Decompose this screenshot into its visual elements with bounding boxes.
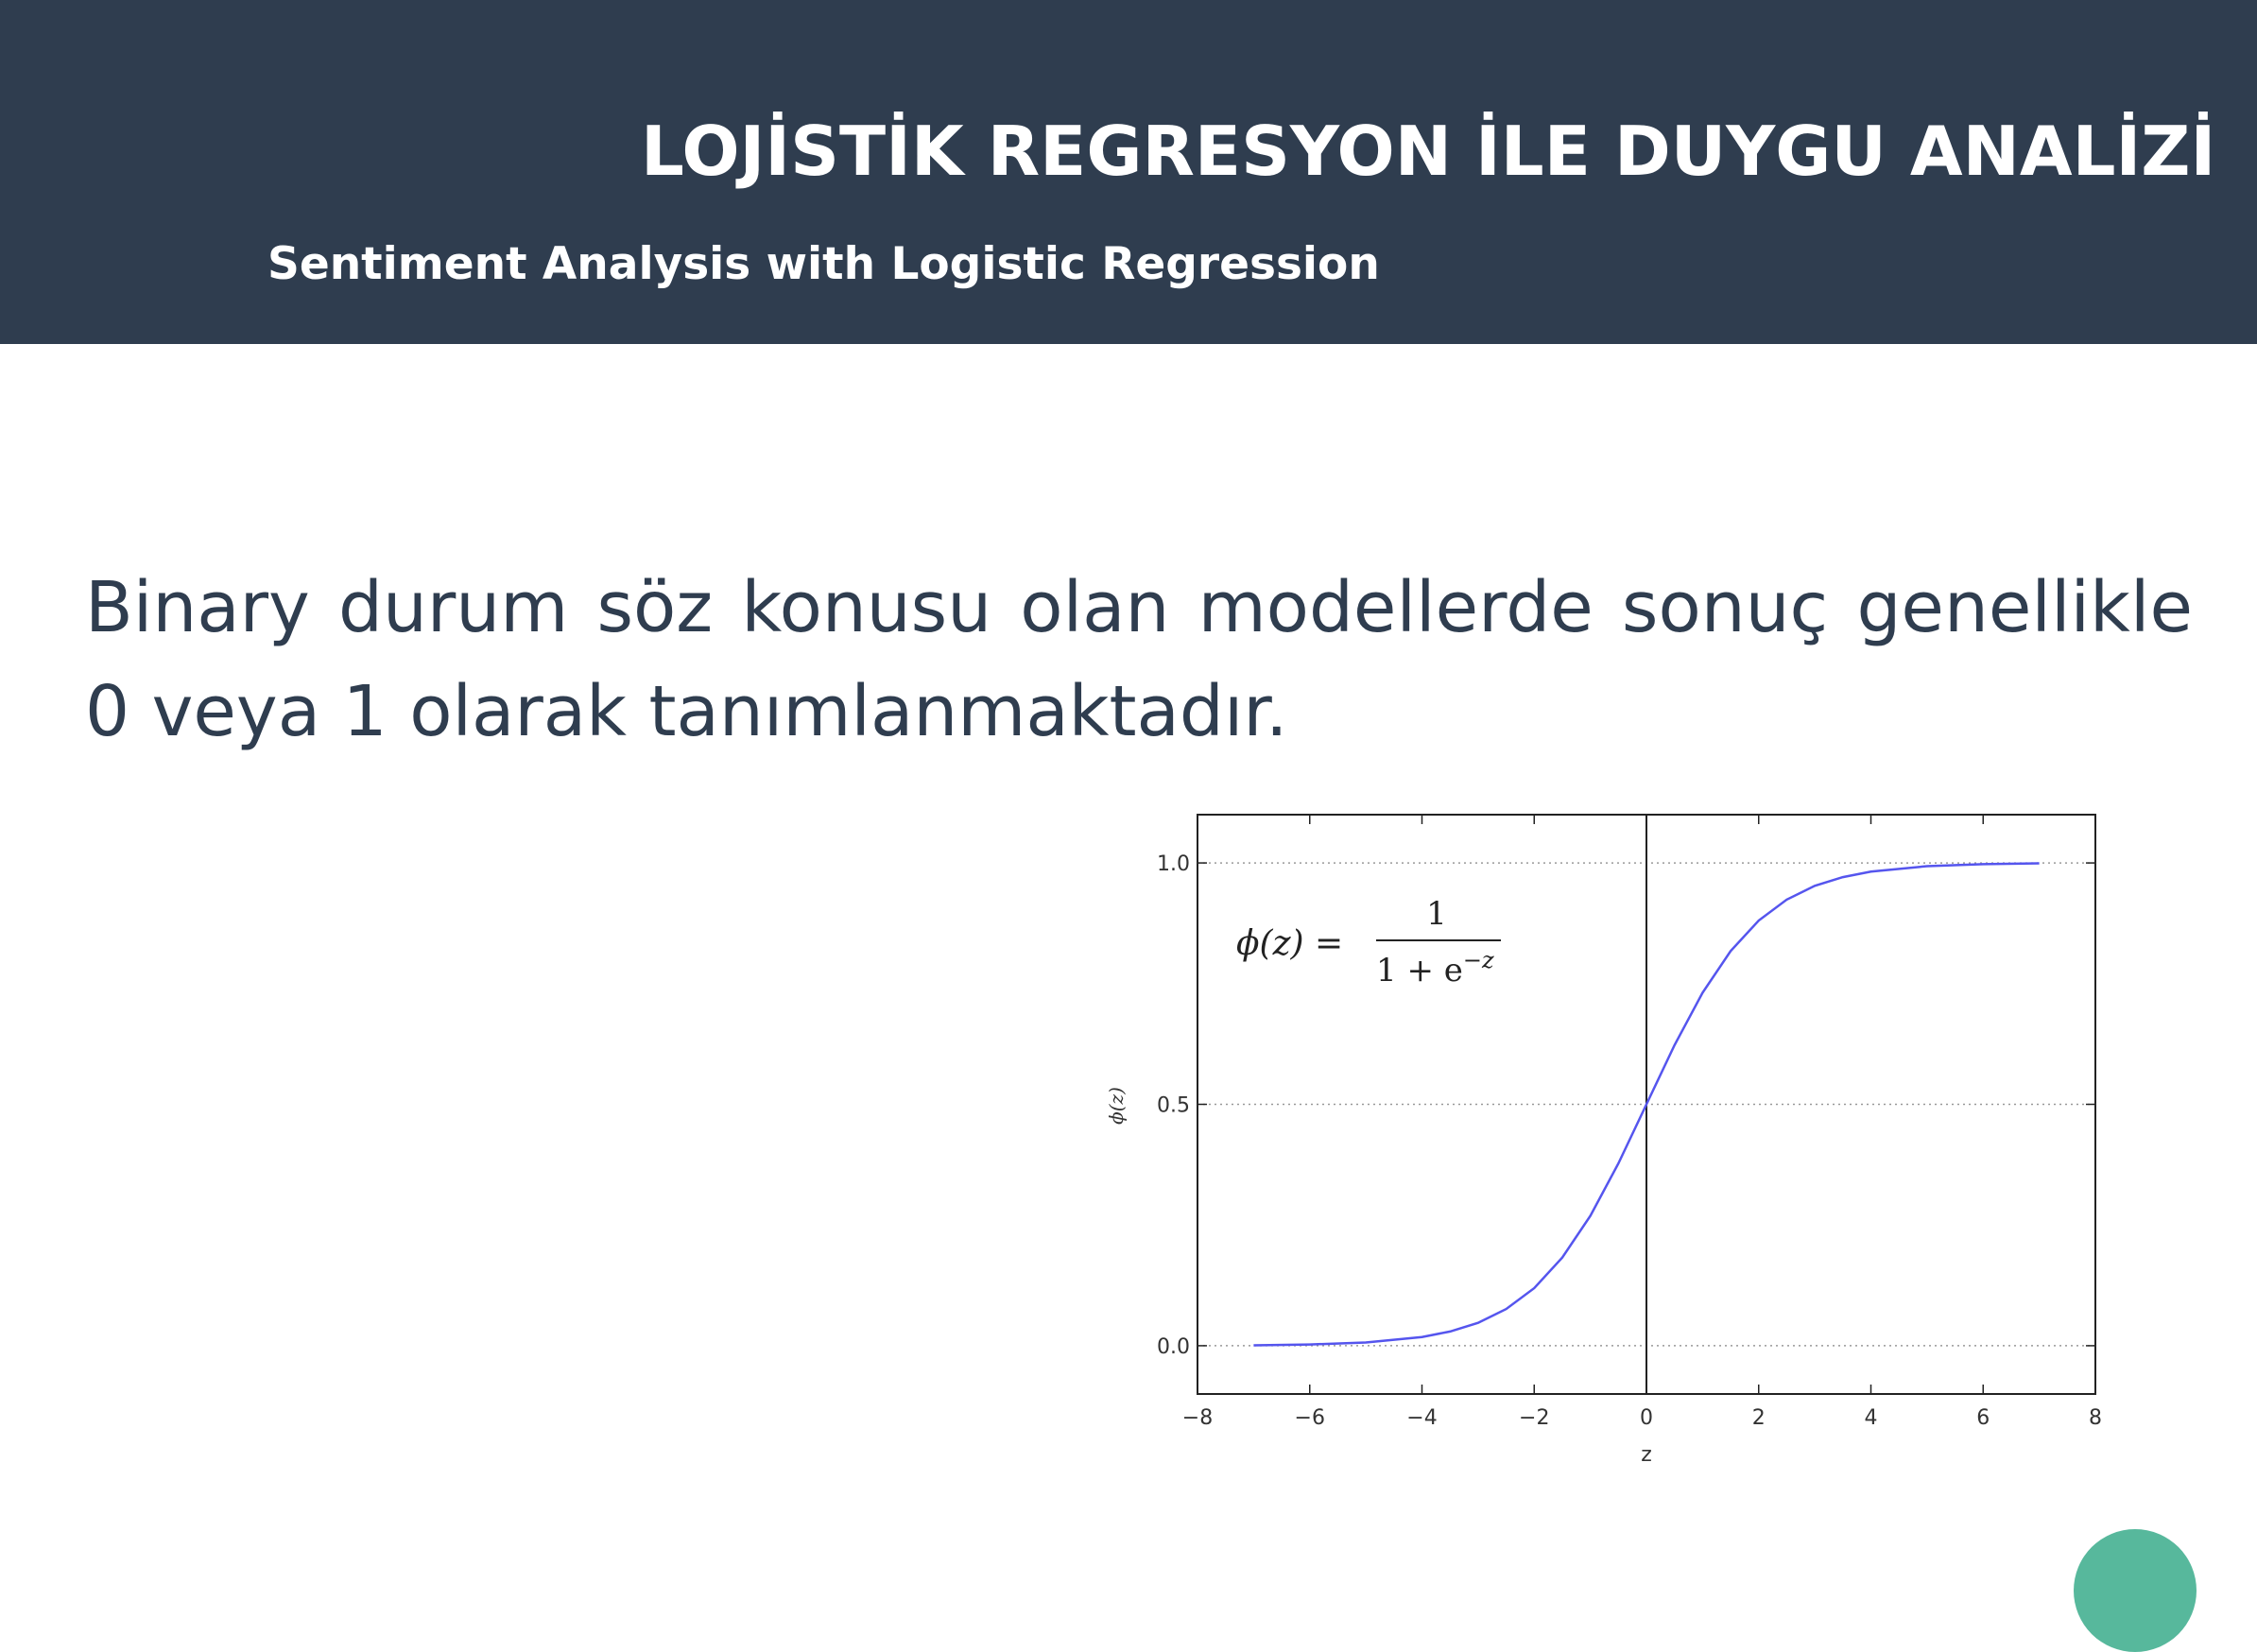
decorative-circle bbox=[2074, 1529, 2197, 1652]
x-tick-label: 6 bbox=[1976, 1406, 1990, 1430]
formula-denominator: 1 + e−z bbox=[1376, 947, 1494, 989]
y-tick-label: 0.5 bbox=[1157, 1094, 1190, 1118]
sigmoid-chart: −8 −6 −4 −2 0 2 4 6 8 0.0 0.5 1.0 z ϕ(z) ϕ(z) = 1 … bbox=[1087, 794, 2108, 1474]
x-axis-label: z bbox=[1641, 1443, 1652, 1467]
x-tick-label: 2 bbox=[1752, 1406, 1766, 1430]
x-tick-label: −8 bbox=[1182, 1406, 1213, 1430]
sigmoid-curve bbox=[1253, 862, 2040, 1347]
y-tick-label: 0.0 bbox=[1157, 1335, 1190, 1359]
formula-lhs: ϕ(z) = bbox=[1236, 924, 1343, 963]
page-subtitle: Sentiment Analysis with Logistic Regress… bbox=[267, 238, 1380, 290]
x-tick-label: −6 bbox=[1295, 1406, 1325, 1430]
y-tick-label: 1.0 bbox=[1157, 852, 1190, 876]
y-axis-label: ϕ(z) bbox=[1105, 1087, 1128, 1125]
x-tick-label: −2 bbox=[1519, 1406, 1549, 1430]
formula-exponent: −z bbox=[1463, 947, 1494, 973]
formula-annotation: ϕ(z) = 1 1 + e−z bbox=[1236, 895, 1501, 989]
header-banner: LOJİSTİK REGRESYON İLE DUYGU ANALİZİ Sen… bbox=[0, 0, 2257, 344]
x-tick-label: 0 bbox=[1640, 1406, 1653, 1430]
page-title: LOJİSTİK REGRESYON İLE DUYGU ANALİZİ bbox=[641, 112, 2216, 191]
body-paragraph: Binary durum söz konusu olan modellerde … bbox=[85, 567, 2193, 752]
x-tick-label: 4 bbox=[1865, 1406, 1878, 1430]
x-tick-label: −4 bbox=[1406, 1406, 1437, 1430]
formula-numerator: 1 bbox=[1426, 895, 1447, 933]
x-tick-label: 8 bbox=[2089, 1406, 2102, 1430]
